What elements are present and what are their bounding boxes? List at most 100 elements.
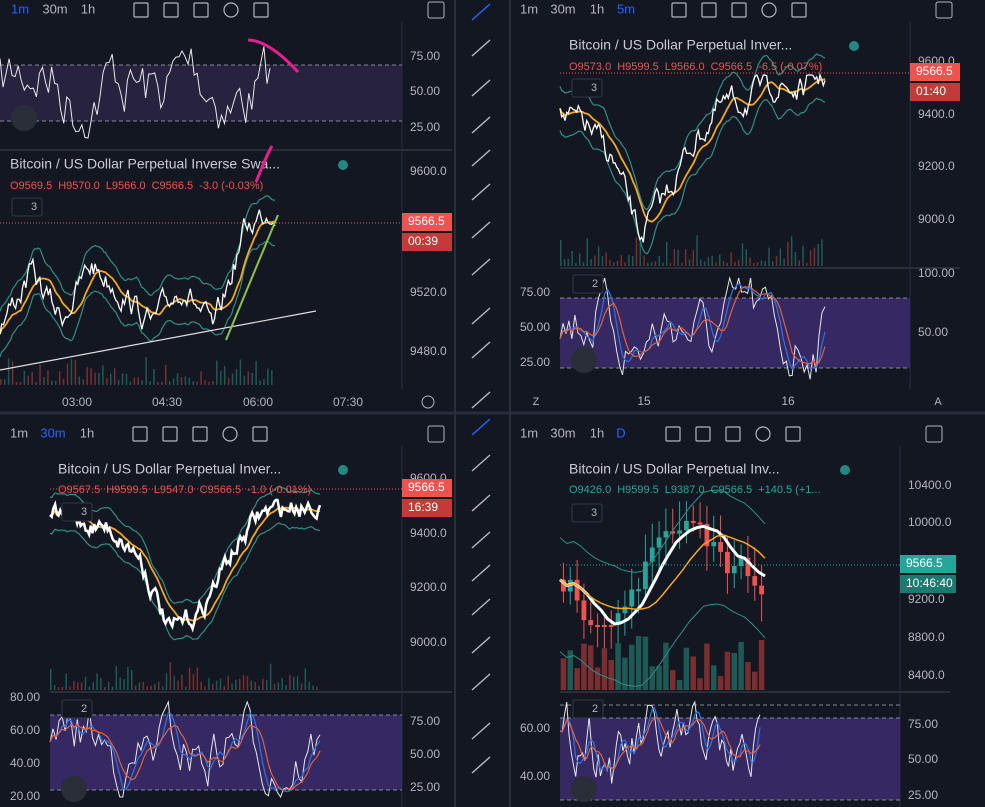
area-icon[interactable] [192, 426, 208, 442]
price-label: 9000.0 [410, 635, 447, 649]
interval-button[interactable]: D [616, 425, 625, 440]
interval-button[interactable]: 30m [550, 1, 575, 16]
interval-button[interactable]: 1m [11, 1, 29, 16]
volume-bar [684, 249, 687, 266]
interval-button[interactable]: 1h [590, 1, 604, 16]
pattern[interactable] [471, 598, 491, 616]
volume-bar [730, 252, 732, 266]
chart-type[interactable] [132, 426, 148, 442]
measure-range[interactable] [471, 221, 491, 239]
interval-button[interactable]: 5m [617, 1, 635, 16]
volume-bar [7, 358, 10, 385]
ruler[interactable] [471, 722, 491, 740]
fullscreen-button[interactable] [925, 425, 943, 443]
volume-bar [704, 643, 710, 690]
study-toggle[interactable] [11, 197, 43, 217]
candles-icon[interactable] [695, 426, 711, 442]
candles-icon[interactable] [701, 2, 717, 18]
interval-button[interactable]: 30m [550, 425, 575, 440]
indicator-line [559, 700, 761, 784]
indicator-toggle[interactable] [572, 274, 604, 294]
volume-bar [622, 657, 628, 690]
interval-button[interactable]: 1m [520, 1, 538, 16]
crosshair[interactable] [471, 3, 491, 21]
corner-button[interactable]: Z [533, 396, 540, 408]
brush[interactable] [471, 116, 491, 134]
area-icon[interactable] [725, 426, 741, 442]
fx-icon[interactable] [791, 2, 807, 18]
indicator-count[interactable]: 2 [592, 278, 598, 290]
area-icon[interactable] [193, 2, 209, 18]
pitchfork[interactable] [471, 494, 491, 512]
crosshair[interactable] [471, 418, 491, 436]
volume-bar [601, 648, 608, 690]
corner-button[interactable]: A [934, 396, 942, 408]
interval-button[interactable]: 30m [42, 1, 67, 16]
zoom[interactable] [471, 756, 491, 774]
text-tool[interactable] [471, 564, 491, 582]
line-tool[interactable] [471, 39, 491, 57]
candles-icon[interactable] [163, 2, 179, 18]
candles-icon[interactable] [162, 426, 178, 442]
brush[interactable] [471, 531, 491, 549]
ruler[interactable] [471, 307, 491, 325]
line-tool[interactable] [471, 454, 491, 472]
magnet[interactable] [471, 391, 491, 409]
area-icon[interactable] [731, 2, 747, 18]
indicator-toggle[interactable] [61, 699, 93, 719]
interval-button[interactable]: 1h [81, 1, 95, 16]
fullscreen-button[interactable] [427, 425, 445, 443]
fullscreen-button[interactable] [427, 1, 445, 19]
add-icon[interactable] [761, 2, 777, 18]
indicator-count[interactable]: 2 [592, 703, 598, 715]
pitchfork[interactable] [471, 79, 491, 97]
indicator-signal [559, 706, 761, 771]
study-toggle[interactable] [571, 503, 603, 523]
chart-type[interactable] [671, 2, 687, 18]
candle-body [608, 625, 614, 627]
study-toggle[interactable] [571, 78, 603, 98]
back-arrow[interactable] [471, 258, 491, 276]
volume-bar [80, 682, 83, 690]
ohlc-value: O9569.5 [10, 180, 52, 192]
study-toggle[interactable] [61, 502, 93, 522]
volume-bar [90, 368, 92, 385]
price-label: 9520.0 [410, 285, 447, 299]
candle-body [643, 561, 648, 590]
text-tool[interactable] [471, 149, 491, 167]
chart-type[interactable] [133, 2, 149, 18]
add-icon[interactable] [222, 426, 238, 442]
measure-range[interactable] [471, 636, 491, 654]
add-icon[interactable] [223, 2, 239, 18]
pattern[interactable] [471, 183, 491, 201]
study-count[interactable]: 3 [81, 506, 87, 518]
fullscreen-button[interactable] [935, 1, 953, 19]
interval-button[interactable]: 30m [40, 425, 65, 440]
indicator-count[interactable]: 2 [81, 703, 87, 715]
volume-bar [78, 376, 81, 385]
study-count[interactable]: 3 [591, 507, 597, 519]
indicator-toggle[interactable] [572, 699, 604, 719]
interval-button[interactable]: 1m [520, 425, 538, 440]
interval-button[interactable]: 1h [80, 425, 94, 440]
add-icon[interactable] [755, 426, 771, 442]
settings-icon[interactable] [421, 395, 435, 409]
volume-bar [200, 371, 202, 385]
volume-bar [676, 679, 683, 690]
fx-icon[interactable] [252, 426, 268, 442]
study-count[interactable]: 3 [591, 82, 597, 94]
interval-button[interactable]: 1m [10, 425, 28, 440]
volume-bar [263, 379, 265, 385]
fx-icon[interactable] [253, 2, 269, 18]
trend-line [225, 214, 279, 341]
interval-button[interactable]: 1h [590, 425, 604, 440]
study-count[interactable]: 3 [31, 201, 37, 213]
zoom[interactable] [471, 341, 491, 359]
volume-bar [158, 681, 160, 690]
fx-icon[interactable] [785, 426, 801, 442]
candle-body [697, 522, 703, 525]
volume-bar [131, 669, 133, 690]
chart-type[interactable] [665, 426, 681, 442]
back-arrow[interactable] [471, 673, 491, 691]
ohlc-value: H9599.5 [617, 61, 659, 73]
